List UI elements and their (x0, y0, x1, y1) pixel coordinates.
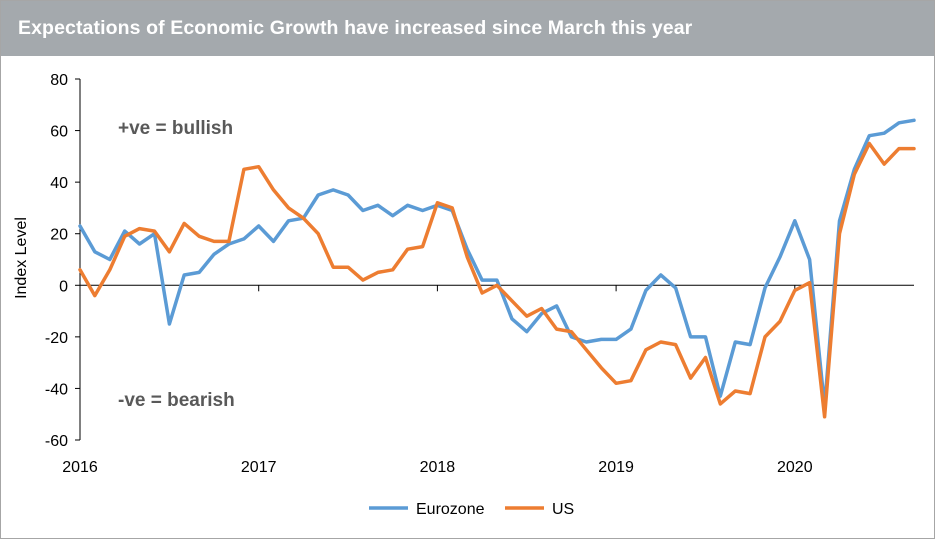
legend: Eurozone US (369, 501, 574, 518)
y-tick-label: 20 (50, 227, 68, 244)
x-tick-labels: 2016 2017 2018 2019 2020 (62, 459, 813, 476)
y-tick-label: 60 (50, 124, 68, 141)
y-tick-label: 0 (59, 278, 68, 295)
series-lines (78, 118, 916, 419)
y-axis-label: Index Level (13, 217, 30, 299)
annotation-bullish: +ve = bullish (118, 118, 233, 139)
chart-title: Expectations of Economic Growth have inc… (18, 17, 693, 39)
series-line-us (78, 141, 916, 419)
y-tick-label: -40 (45, 381, 68, 398)
legend-label-us: US (552, 501, 574, 518)
x-tick-label: 2017 (241, 459, 277, 476)
series-line-eurozone (78, 118, 916, 409)
annotation-bearish: -ve = bearish (118, 390, 235, 411)
legend-label-eurozone: Eurozone (416, 501, 485, 518)
y-tick-label: -60 (45, 433, 68, 450)
x-tick-label: 2020 (777, 459, 813, 476)
x-tick-label: 2019 (598, 459, 634, 476)
x-tick-label: 2018 (420, 459, 456, 476)
y-tick-label: 40 (50, 175, 68, 192)
y-tick-label: 80 (50, 72, 68, 89)
y-tick-label: -20 (45, 330, 68, 347)
title-bar: Expectations of Economic Growth have inc… (1, 1, 934, 56)
y-tick-labels: 80 60 40 20 0 -20 -40 -60 (45, 72, 68, 450)
x-tick-label: 2016 (62, 459, 98, 476)
